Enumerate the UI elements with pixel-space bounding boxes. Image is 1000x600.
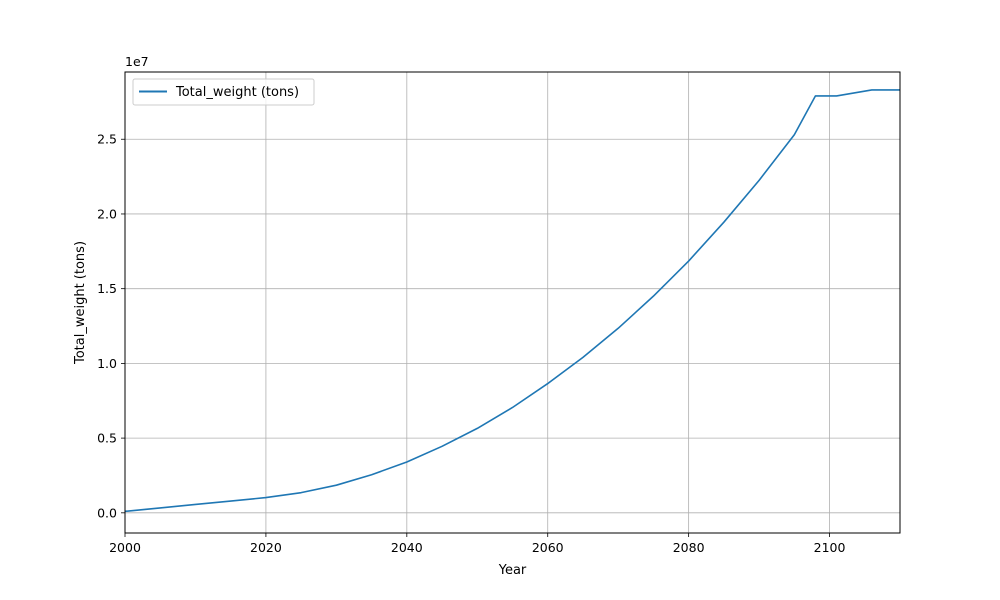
y-tick-label: 2.5 <box>97 132 117 147</box>
tick-layer: 2000 2020 2040 2060 2080 2100 0.0 0.5 1.0 1.5 2.0 2… <box>97 132 845 555</box>
x-tick-label: 2060 <box>532 540 564 555</box>
x-tick-label: 2040 <box>391 540 423 555</box>
y-tick-label: 0.5 <box>97 431 117 446</box>
grid-lines <box>124 72 900 533</box>
legend: Total_weight (tons) <box>132 78 315 106</box>
x-tick-label: 2020 <box>250 540 282 555</box>
y-axis-label: Total_weight (tons) <box>73 241 88 365</box>
y-tick-label: 2.0 <box>97 206 117 221</box>
series-layer <box>124 89 900 513</box>
plot-frame <box>124 71 901 534</box>
x-axis-label: Year <box>498 563 527 578</box>
series-line <box>124 89 900 513</box>
legend-label: Total_weight (tons) <box>175 85 299 100</box>
y-tick-label: 1.5 <box>97 281 117 296</box>
x-tick-label: 2000 <box>109 540 141 555</box>
legend-box <box>132 78 315 106</box>
y-offset-label: 1e7 <box>125 54 149 69</box>
x-tick-label: 2100 <box>814 540 846 555</box>
y-tick-label: 1.0 <box>97 356 117 371</box>
x-tick-label: 2080 <box>673 540 705 555</box>
y-tick-label: 0.0 <box>97 505 117 520</box>
